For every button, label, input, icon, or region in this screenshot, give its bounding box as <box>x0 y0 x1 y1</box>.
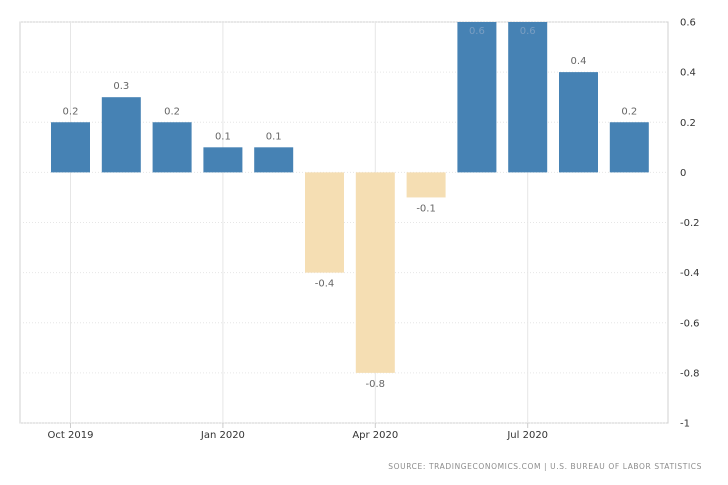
bar <box>51 122 90 173</box>
source-note: SOURCE: TRADINGECONOMICS.COM | U.S. BURE… <box>388 462 702 471</box>
bar <box>152 122 192 173</box>
data-label: 0.1 <box>266 131 282 142</box>
bar <box>457 22 497 173</box>
y-axis: 0.6 0.4 0.2 0 -0.2 -0.4 -0.6 -0.8 -1 <box>680 18 700 430</box>
data-label: 0.1 <box>215 131 231 142</box>
data-label: 0.2 <box>621 106 637 117</box>
data-label: -0.1 <box>416 203 436 214</box>
data-label: 0.2 <box>164 106 180 117</box>
bar <box>305 172 344 273</box>
bar <box>406 172 446 198</box>
x-tick-label: Jan 2020 <box>200 430 245 441</box>
bar <box>254 147 294 173</box>
bar <box>355 172 395 373</box>
y-tick-label: -1 <box>680 419 690 430</box>
x-tick-label: Oct 2019 <box>48 430 94 441</box>
y-tick-label: 0.4 <box>680 68 696 79</box>
bar <box>559 72 598 173</box>
data-label: 0.3 <box>113 81 129 92</box>
bar <box>101 97 141 173</box>
y-tick-label: -0.6 <box>680 318 700 329</box>
data-label: 0.6 <box>469 26 485 37</box>
y-tick-label: -0.4 <box>680 268 700 279</box>
x-tick-label: Jul 2020 <box>506 430 548 441</box>
data-label: -0.4 <box>315 279 335 290</box>
data-labels: 0.2 0.3 0.2 0.1 0.1 -0.4 -0.8 -0.1 0.6 0.6 0.4 0.2 <box>63 26 638 390</box>
bar <box>203 147 243 173</box>
x-axis: Oct 2019 Jan 2020 Apr 2020 Jul 2020 <box>48 430 549 441</box>
x-tick-label: Apr 2020 <box>352 430 398 441</box>
y-tick-label: 0.6 <box>680 18 696 29</box>
data-label: 0.6 <box>520 26 536 37</box>
bars <box>51 22 649 373</box>
data-label: 0.4 <box>571 56 587 67</box>
y-tick-label: -0.8 <box>680 368 700 379</box>
y-tick-label: 0 <box>680 168 686 179</box>
data-label: 0.2 <box>63 106 79 117</box>
bar <box>609 122 649 173</box>
bar <box>508 22 548 173</box>
y-tick-label: -0.2 <box>680 218 700 229</box>
data-label: -0.8 <box>366 379 386 390</box>
y-tick-label: 0.2 <box>680 118 696 129</box>
